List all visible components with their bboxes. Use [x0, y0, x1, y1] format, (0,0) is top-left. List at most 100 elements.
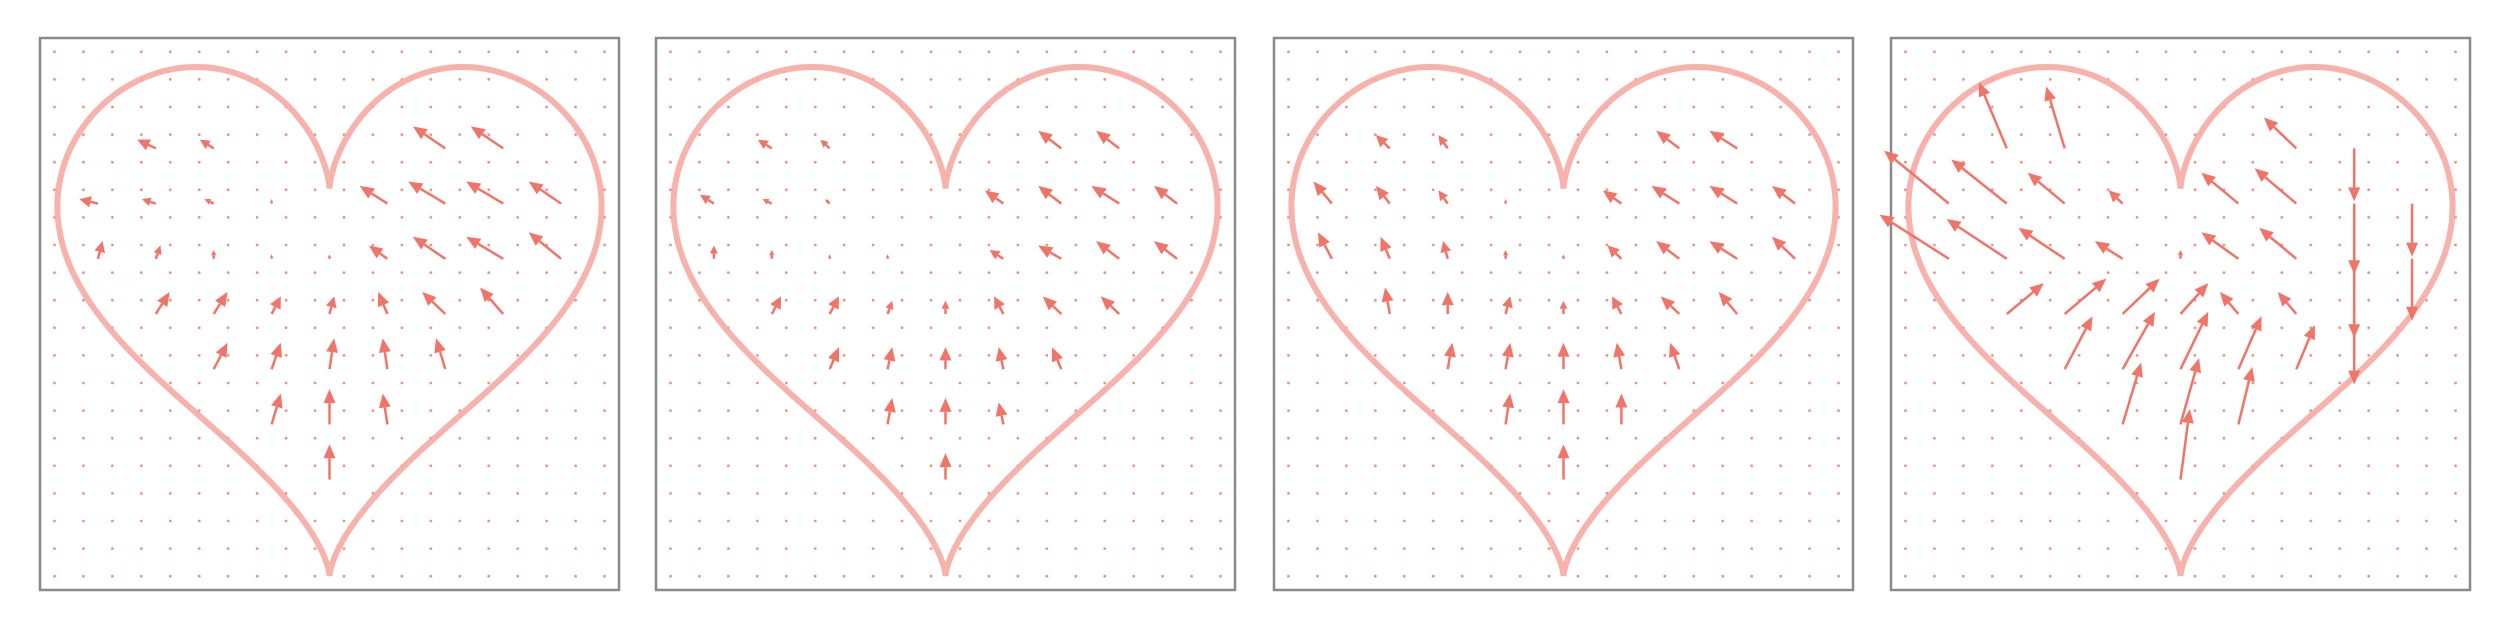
grid-dot [429, 492, 433, 495]
grid-dot [1489, 216, 1493, 219]
grid-dot [1961, 492, 1965, 495]
grid-dot [516, 271, 520, 274]
grid-dot [958, 436, 962, 440]
arrow-head [1656, 241, 1671, 255]
grid-dot [2019, 78, 2023, 81]
arrow-shaft [1614, 252, 1623, 260]
grid-dot [603, 464, 606, 468]
grid-dot [429, 160, 433, 164]
grid-dot [1547, 216, 1551, 219]
grid-dot [2338, 243, 2342, 247]
grid-dot [2338, 216, 2342, 219]
grid-dot [516, 519, 520, 523]
grid-dot [1287, 436, 1290, 440]
grid-dot [2193, 409, 2197, 412]
grid-dot [900, 409, 904, 412]
grid-dot [2135, 160, 2139, 164]
arrow [1709, 241, 1738, 260]
grid-dot [2280, 105, 2284, 109]
grid-dot [929, 216, 933, 219]
grid-dot [2309, 188, 2313, 192]
arrow-head [412, 126, 428, 140]
grid-dot [2135, 78, 2139, 81]
grid-dot [139, 381, 143, 385]
grid-dot [1373, 326, 1377, 330]
arrow-shaft [886, 411, 892, 425]
grid-dot [53, 326, 56, 330]
grid-dot [1779, 78, 1783, 81]
grid-dot [698, 133, 701, 137]
grid-dot [669, 574, 672, 578]
grid-dot [1837, 133, 1840, 137]
arrow [326, 296, 337, 315]
grid-dot [226, 519, 230, 523]
grid-dot [1933, 160, 1936, 164]
grid-dot [429, 464, 433, 468]
grid-dot [669, 436, 672, 440]
grid-dot [929, 547, 933, 550]
grid-dot [1431, 105, 1435, 109]
grid-dot [698, 271, 701, 274]
grid-dot [2280, 78, 2284, 81]
grid-dot [1460, 547, 1464, 550]
grid-dot [2077, 326, 2081, 330]
grid-dot [1721, 574, 1725, 578]
arrow-shaft [539, 188, 562, 205]
grid-dot [1961, 354, 1965, 357]
arrow-head [994, 296, 1005, 310]
arrow-head [2142, 311, 2156, 327]
grid-dot [1750, 160, 1754, 164]
grid-dot [1344, 271, 1348, 274]
grid-dot [1161, 464, 1165, 468]
grid-dot [2193, 271, 2197, 274]
grid-dot [1721, 160, 1725, 164]
grid-dot [900, 271, 904, 274]
grid-dot [2454, 133, 2457, 137]
grid-dot [1933, 436, 1936, 440]
grid-dot [53, 409, 56, 412]
grid-dot [842, 409, 846, 412]
grid-dot [284, 216, 288, 219]
grid-dot [1016, 326, 1020, 330]
grid-dot [1990, 492, 1994, 495]
arrow-shaft [419, 187, 446, 205]
grid-dot [2222, 216, 2226, 219]
grid-dot [1190, 160, 1193, 164]
grid-dot [1316, 547, 1319, 550]
arrow [2121, 362, 2143, 425]
arrow [1042, 296, 1063, 315]
grid-dot [1402, 105, 1406, 109]
grid-dot [1344, 547, 1348, 550]
grid-dot [1808, 78, 1811, 81]
arrow-shaft [826, 200, 831, 205]
grid-dot [53, 574, 56, 578]
grid-dot [1663, 519, 1667, 523]
grid-dot [1779, 216, 1783, 219]
arrow [359, 185, 389, 205]
grid-dot [1103, 547, 1107, 550]
grid-dot [958, 243, 962, 247]
grid-dot [1373, 298, 1377, 302]
grid-dot [1808, 298, 1811, 302]
grid-dot [603, 519, 606, 523]
grid-dot [342, 574, 346, 578]
grid-dot [1161, 78, 1165, 81]
grid-dot [1663, 50, 1667, 54]
grid-dot [1750, 133, 1754, 137]
grid-dot [2019, 464, 2023, 468]
grid-dot [2309, 492, 2313, 495]
grid-dot [1605, 298, 1609, 302]
grid-dot [574, 105, 577, 109]
grid-dot [813, 354, 817, 357]
grid-dot [2396, 574, 2400, 578]
grid-dot [342, 243, 346, 247]
arrow-shaft [2121, 323, 2150, 370]
grid-dot [603, 78, 606, 81]
arrow-shaft [1442, 197, 1449, 205]
arrow [2179, 358, 2202, 425]
grid-dot [226, 271, 230, 274]
grid-dot [284, 354, 288, 357]
grid-dot [139, 519, 143, 523]
grid-dot [1750, 436, 1754, 440]
grid-dot [313, 574, 317, 578]
